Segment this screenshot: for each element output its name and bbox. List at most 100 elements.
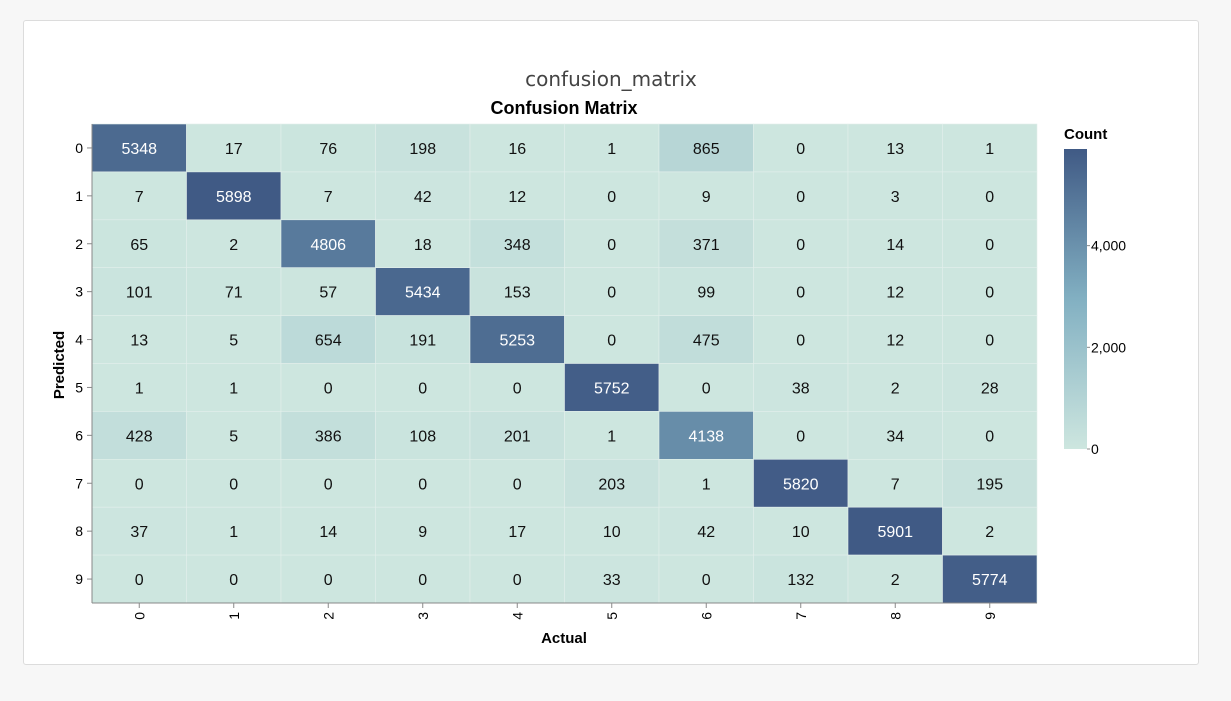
- cell-value-label: 7: [891, 476, 900, 493]
- legend-title: Count: [1064, 126, 1107, 143]
- y-axis-title: Predicted: [51, 331, 68, 399]
- heatmap-cell: [847, 506, 943, 556]
- heatmap-cell: [469, 219, 565, 269]
- cell-value-label: 0: [513, 380, 522, 397]
- cell-value-label: 42: [697, 524, 715, 541]
- heatmap-cell: [847, 411, 943, 460]
- heatmap-cell: [658, 411, 754, 460]
- heatmap-cell: [753, 315, 849, 364]
- heatmap-cell: [91, 123, 187, 173]
- cell-value-label: 0: [135, 476, 144, 493]
- heatmap-cell: [753, 123, 849, 173]
- cell-value-label: 9: [702, 189, 711, 206]
- legend-tick-label: 2,000: [1091, 339, 1126, 355]
- cell-value-label: 2: [985, 524, 994, 541]
- color-legend: Count 0 2,000 4,000: [1064, 126, 1126, 457]
- cell-value-label: 0: [229, 476, 238, 493]
- heatmap-cell: [753, 411, 849, 460]
- heatmap-cell: [753, 363, 849, 412]
- chart-title: Confusion Matrix: [491, 98, 638, 118]
- heatmap-cell: [942, 171, 1038, 221]
- heatmap-cell: [847, 458, 943, 508]
- heatmap-cell: [186, 411, 282, 460]
- cell-value-label: 0: [513, 476, 522, 493]
- heatmap-cell: [280, 458, 376, 508]
- heatmap-cell: [375, 363, 471, 412]
- heatmap-cell: [375, 411, 471, 460]
- cell-value-label: 12: [886, 285, 904, 302]
- cell-value-label: 348: [504, 237, 531, 254]
- cell-value-label: 0: [796, 141, 805, 158]
- y-tick-label: 1: [75, 188, 83, 204]
- heatmap-cell: [753, 506, 849, 556]
- cell-value-label: 0: [324, 572, 333, 589]
- cell-value-label: 65: [130, 237, 148, 254]
- cell-value-label: 0: [985, 285, 994, 302]
- cell-value-label: 0: [985, 189, 994, 206]
- cell-value-label: 5434: [405, 285, 441, 302]
- heatmap-cell: [658, 554, 754, 604]
- x-tick-label: 3: [415, 612, 431, 620]
- heatmap-cell: [847, 363, 943, 412]
- cell-value-label: 5820: [783, 476, 819, 493]
- heatmap-cell: [375, 171, 471, 221]
- heatmap-cell: [564, 315, 660, 364]
- cell-value-label: 0: [607, 285, 616, 302]
- heatmap-cell: [658, 363, 754, 412]
- cell-value-label: 0: [418, 476, 427, 493]
- legend-color-bar: [1064, 149, 1087, 449]
- y-tick-label: 0: [75, 140, 83, 156]
- heatmap-cell: [280, 123, 376, 173]
- cell-value-label: 1: [607, 428, 616, 445]
- cell-value-label: 12: [886, 333, 904, 350]
- cell-value-label: 1: [229, 524, 238, 541]
- cell-value-label: 0: [135, 572, 144, 589]
- cell-value-label: 0: [796, 285, 805, 302]
- heatmap-cell: [91, 219, 187, 269]
- cell-value-label: 1: [702, 476, 711, 493]
- cell-value-label: 5898: [216, 189, 252, 206]
- cell-value-label: 2: [891, 572, 900, 589]
- cell-value-label: 9: [418, 524, 427, 541]
- cell-value-label: 0: [985, 333, 994, 350]
- heatmap-cell: [91, 506, 187, 556]
- cell-value-label: 191: [409, 333, 436, 350]
- cell-value-label: 0: [702, 572, 711, 589]
- heatmap-cell: [658, 315, 754, 364]
- heatmap-cell: [753, 554, 849, 604]
- cell-value-label: 0: [418, 572, 427, 589]
- heatmap-cell: [280, 315, 376, 364]
- cell-value-label: 1: [607, 141, 616, 158]
- cell-value-label: 0: [796, 189, 805, 206]
- heatmap-cell: [375, 219, 471, 269]
- legend-tick-label: 0: [1091, 441, 1099, 457]
- heatmap-cell: [847, 123, 943, 173]
- cell-value-label: 371: [693, 237, 720, 254]
- heatmap-cell: [469, 315, 565, 364]
- cell-value-label: 0: [796, 428, 805, 445]
- cell-value-label: 654: [315, 333, 342, 350]
- heatmap-cell: [564, 123, 660, 173]
- heatmap-cell: [847, 554, 943, 604]
- cell-value-label: 0: [607, 189, 616, 206]
- cell-value-label: 14: [886, 237, 904, 254]
- cell-value-label: 0: [229, 572, 238, 589]
- panel-title: confusion_matrix: [525, 67, 697, 91]
- heatmap-cell: [469, 554, 565, 604]
- y-tick-label: 5: [75, 379, 83, 395]
- x-tick-label: 9: [982, 612, 998, 620]
- cell-value-label: 5348: [121, 141, 157, 158]
- cell-value-label: 203: [598, 476, 625, 493]
- heatmap-cell: [942, 458, 1038, 508]
- cell-value-label: 0: [985, 237, 994, 254]
- y-tick-label: 4: [75, 332, 83, 348]
- heatmap-cell: [280, 267, 376, 316]
- heatmap-cell: [942, 506, 1038, 556]
- x-tick-label: 6: [698, 612, 714, 620]
- cell-value-label: 0: [607, 333, 616, 350]
- heatmap-cell: [91, 458, 187, 508]
- heatmap-cell: [186, 219, 282, 269]
- cell-value-label: 0: [985, 428, 994, 445]
- cell-value-label: 0: [607, 237, 616, 254]
- heatmap-cell: [469, 363, 565, 412]
